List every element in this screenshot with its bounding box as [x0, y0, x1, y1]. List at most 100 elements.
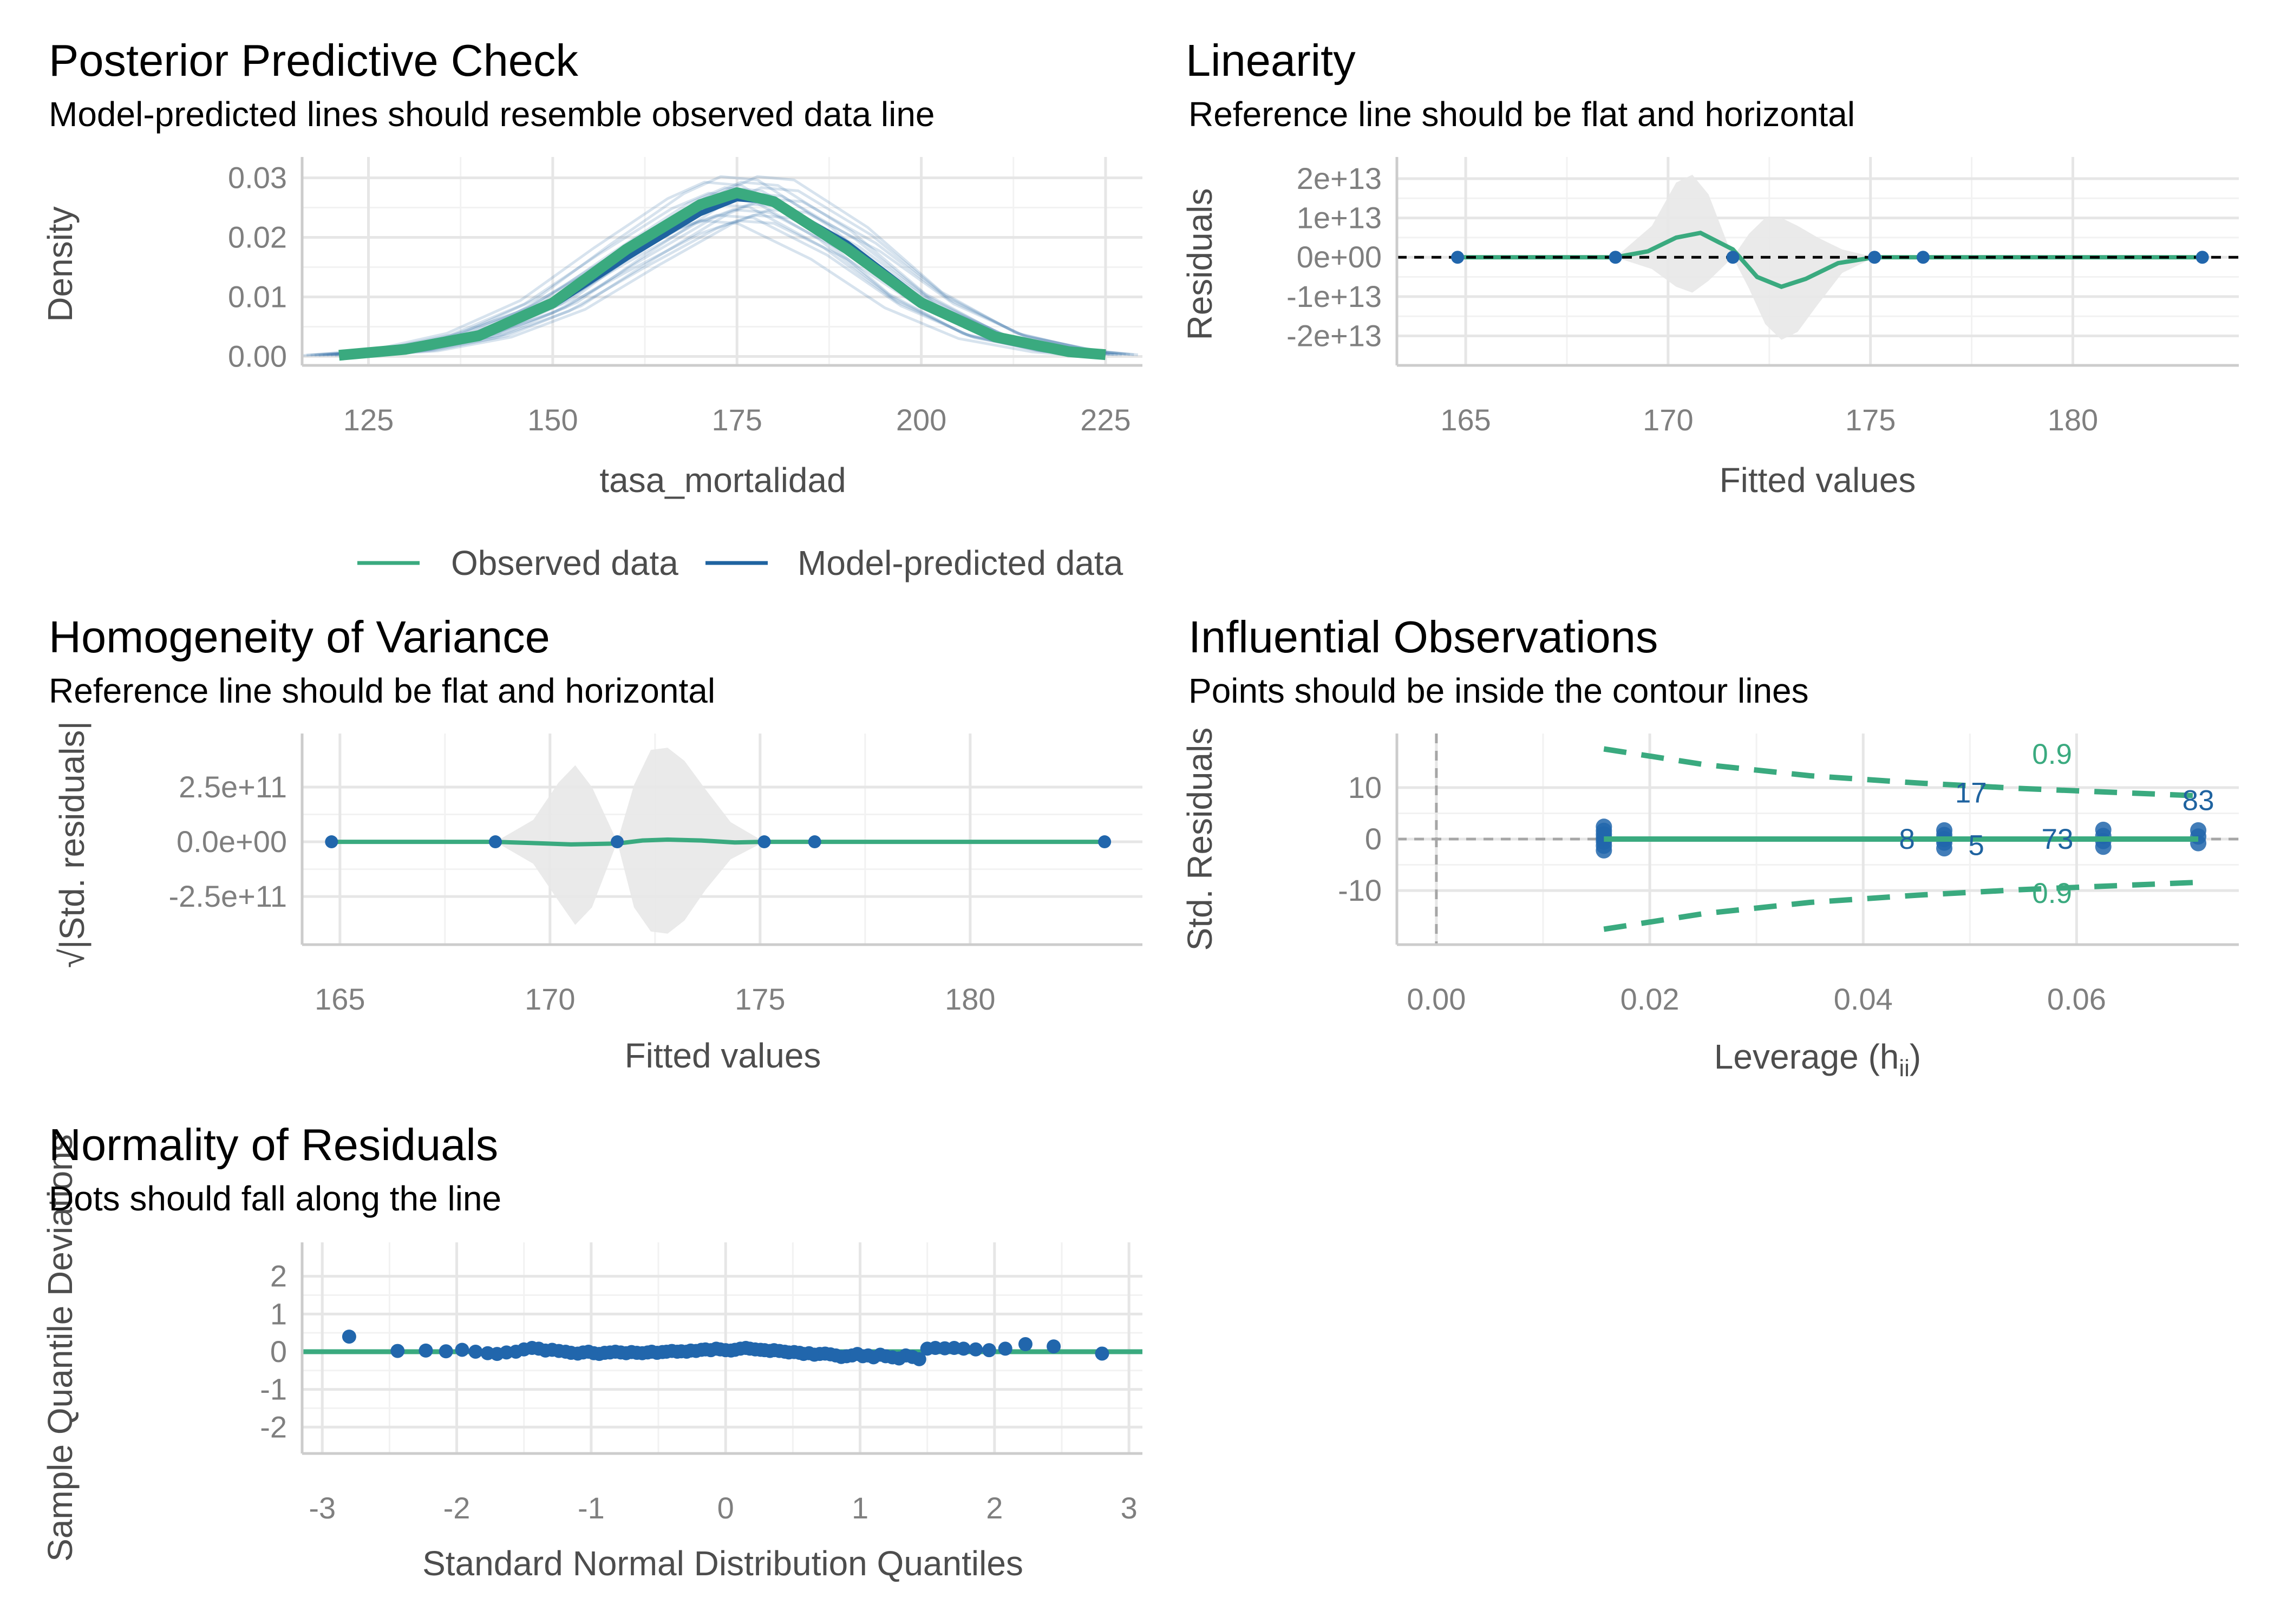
x-tick-label: 0.02	[1620, 982, 1680, 1016]
linearity-panel: Linearity Reference line should be flat …	[1180, 35, 2239, 500]
normality-x-ticks: -3 -2 -1 0 1 2 3	[309, 1491, 1137, 1525]
data-point	[1596, 818, 1612, 835]
smooth-line	[1458, 231, 2203, 289]
data-point	[956, 1341, 971, 1356]
normality-y-axis-label: Sample Quantile Deviations	[41, 1134, 80, 1562]
homogeneity-points	[325, 835, 1112, 849]
cooks-contour-lower	[1603, 879, 2199, 932]
linearity-lines	[1397, 231, 2239, 289]
data-point	[455, 1343, 469, 1357]
data-point	[757, 835, 771, 849]
x-tick-label: 0.04	[1834, 982, 1893, 1016]
data-point	[439, 1344, 453, 1359]
normality-x-axis-label: Standard Normal Distribution Quantiles	[422, 1544, 1023, 1583]
data-point	[1868, 251, 1881, 264]
influential-observations-panel: Influential Observations Points should b…	[1180, 612, 2239, 1082]
contour-label-lower: 0.9	[2032, 878, 2072, 909]
homogeneity-lines	[331, 837, 1105, 847]
x-tick-label: 180	[945, 982, 995, 1016]
normality-points	[342, 1330, 1109, 1366]
data-point	[611, 835, 624, 849]
y-tick-label: 0.00	[228, 339, 287, 374]
linearity-x-axis-label: Fitted values	[1720, 461, 1916, 500]
ppc-grid	[302, 157, 1142, 365]
x-tick-label: -3	[309, 1491, 336, 1525]
data-point	[1095, 1346, 1109, 1361]
x-tick-label: 0.06	[2047, 982, 2106, 1016]
x-tick-label: -2	[443, 1491, 471, 1525]
ppc-x-ticks: 125 150 175 200 225	[343, 403, 1131, 437]
homogeneity-y-ticks: -2.5e+11 0.0e+00 2.5e+11	[169, 770, 287, 913]
data-point	[998, 1341, 1012, 1356]
influential-axes	[1395, 734, 2239, 946]
data-point	[1047, 1339, 1061, 1354]
x-tick-label: 125	[343, 403, 394, 437]
data-point	[1936, 822, 1953, 839]
observation-label: 83	[2182, 785, 2214, 817]
x-tick-label: 3	[1121, 1491, 1138, 1525]
data-point	[342, 1330, 356, 1344]
observed-density-line	[338, 187, 1106, 361]
data-point	[325, 835, 338, 849]
smooth-line	[331, 837, 1105, 847]
y-tick-label: -2.5e+11	[169, 879, 287, 913]
x-tick-label: 165	[315, 982, 365, 1016]
y-tick-label: 0.02	[228, 220, 287, 254]
normality-axes	[300, 1242, 1142, 1455]
ppc-y-ticks: 0.00 0.01 0.02 0.03	[228, 161, 287, 374]
x-tick-label: 165	[1440, 403, 1491, 437]
data-point	[390, 1344, 405, 1358]
y-tick-label: 2.5e+11	[179, 770, 287, 804]
influential-subtitle: Points should be inside the contour line…	[1188, 671, 1809, 710]
data-point	[1609, 251, 1622, 264]
data-point	[1726, 251, 1740, 264]
influential-x-label-end: )	[1910, 1037, 1921, 1076]
observation-label: 8	[1899, 823, 1914, 855]
y-tick-label: -2	[260, 1410, 287, 1444]
predicted-draw-line	[371, 208, 1139, 357]
predicted-draw-line	[306, 180, 1074, 357]
normality-y-ticks: -2 -1 012	[260, 1259, 287, 1444]
homogeneity-title: Homogeneity of Variance	[49, 612, 550, 662]
predicted-draw-line	[359, 175, 1126, 357]
ppc-subtitle: Model-predicted lines should resemble ob…	[49, 95, 935, 134]
legend-predicted-label: Model-predicted data	[798, 543, 1123, 582]
x-tick-label: 2	[986, 1491, 1003, 1525]
influential-y-ticks: -10 0 10	[1338, 770, 1382, 907]
data-point	[969, 1342, 983, 1357]
y-tick-label: 1e+13	[1297, 201, 1382, 235]
data-point	[1916, 251, 1930, 264]
x-tick-label: 1	[852, 1491, 868, 1525]
normality-title: Normality of Residuals	[49, 1119, 498, 1170]
linearity-axes	[1395, 157, 2239, 367]
influential-annotations: 83 17 8 5 73	[1899, 777, 2214, 861]
data-point	[2195, 251, 2209, 264]
data-point	[2190, 822, 2207, 839]
ppc-legend: Observed data Model-predicted data	[357, 543, 1123, 582]
influential-x-label-main: Leverage (h	[1714, 1037, 1899, 1076]
x-tick-label: 150	[527, 403, 578, 437]
data-point	[808, 835, 821, 849]
data-point	[488, 835, 502, 849]
y-tick-label: 0.0e+00	[177, 824, 287, 859]
y-tick-label: -2e+13	[1286, 319, 1382, 353]
observation-label: 73	[2041, 823, 2073, 855]
homogeneity-axes	[300, 734, 1142, 946]
influential-x-ticks: 0.00 0.02 0.04 0.06	[1407, 982, 2106, 1016]
y-tick-label: 0.01	[228, 280, 287, 314]
ppc-title: Posterior Predictive Check	[49, 35, 578, 86]
linearity-title: Linearity	[1186, 35, 1356, 86]
ppc-x-axis-label: tasa_mortalidad	[599, 461, 846, 500]
influential-points	[1596, 818, 2207, 859]
linearity-points	[1451, 251, 2209, 264]
linearity-band	[1458, 174, 2203, 340]
y-tick-label: -1e+13	[1286, 279, 1382, 313]
posterior-predictive-check-panel: Posterior Predictive Check Model-predict…	[41, 35, 1142, 582]
homogeneity-subtitle: Reference line should be flat and horizo…	[49, 671, 715, 710]
observation-label: 17	[1955, 777, 1987, 809]
legend-observed-label: Observed data	[451, 543, 678, 582]
x-tick-label: 175	[735, 982, 785, 1016]
contour-label-upper: 0.9	[2032, 738, 2072, 770]
